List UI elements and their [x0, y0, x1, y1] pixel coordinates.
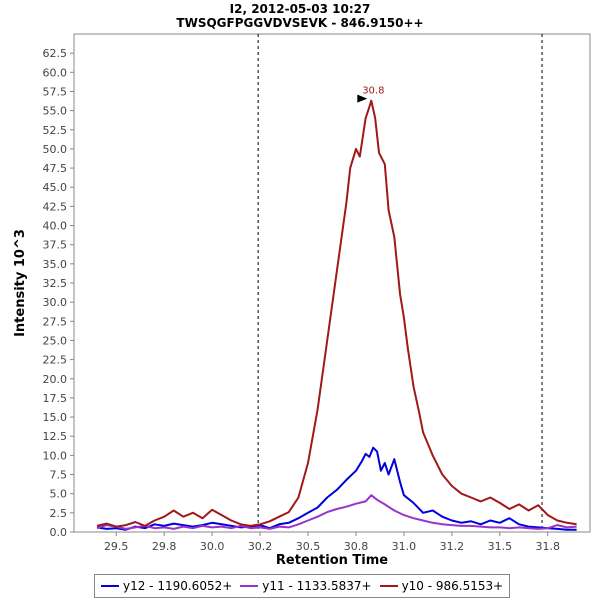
- plot-area: 0.0 2.5 5.0 7.5 10.0 12.5 15.0 17.5 20.0 22.5 25.0…: [43, 33, 591, 553]
- y-tick-label: 27.5: [43, 315, 68, 328]
- y-tick-label: 32.5: [43, 277, 68, 290]
- y-tick-label: 42.5: [43, 200, 68, 213]
- y-tick-label: 15.0: [43, 411, 68, 424]
- y-tick-label: 22.5: [43, 354, 68, 367]
- legend-label: y12 - 1190.6052+: [123, 579, 233, 593]
- x-axis: 29.5 29.8 30.0 30.2 30.5 30.8 31.0 31.2 31.5 31.8: [104, 532, 560, 553]
- y-tick-label: 12.5: [43, 430, 68, 443]
- legend-swatch: [240, 585, 259, 587]
- x-tick-label: 31.5: [488, 540, 513, 553]
- x-tick-label: 31.2: [440, 540, 465, 553]
- y-tick-label: 17.5: [43, 392, 68, 405]
- x-axis-title: Retention Time: [276, 553, 388, 568]
- series-line-y11: [96, 494, 577, 530]
- x-tick-label: 31.8: [536, 540, 561, 553]
- y-tick-label: 57.5: [43, 85, 68, 98]
- peak-annotation: 30.8: [357, 86, 384, 103]
- x-tick-label: 30.2: [248, 540, 273, 553]
- y-tick-label: 10.0: [43, 449, 68, 462]
- legend-item: y12 - 1190.6052+: [101, 579, 232, 593]
- y-tick-label: 30.0: [43, 296, 68, 309]
- legend-item: y11 - 1133.5837+: [240, 579, 372, 593]
- series-line-y10: [96, 99, 577, 528]
- y-tick-label: 35.0: [43, 258, 68, 271]
- y-tick-label: 20.0: [43, 373, 68, 386]
- chart-subtitle: TWSQGFPGGVDVSEVK - 846.9150++: [176, 16, 423, 30]
- y-tick-label: 7.5: [50, 469, 68, 482]
- legend-swatch: [101, 585, 119, 587]
- y-tick-label: 0.0: [50, 526, 68, 539]
- legend-label: y11 - 1133.5837+: [262, 579, 372, 593]
- x-tick-label: 30.0: [200, 540, 225, 553]
- legend-label: y10 - 986.5153+: [401, 579, 504, 593]
- y-tick-label: 2.5: [50, 507, 68, 520]
- y-tick-label: 55.0: [43, 105, 68, 118]
- legend: y12 - 1190.6052+ y11 - 1133.5837+ y10 - 98…: [94, 574, 511, 598]
- integration-bounds: [257, 34, 543, 532]
- series-line-y12: [96, 446, 577, 531]
- y-tick-label: 60.0: [43, 66, 68, 79]
- x-tick-label: 29.8: [152, 540, 177, 553]
- peak-label: 30.8: [362, 86, 384, 97]
- peak-marker-icon: [357, 94, 368, 103]
- legend-swatch: [379, 585, 398, 587]
- y-tick-label: 25.0: [43, 334, 68, 347]
- x-tick-label: 30.8: [344, 540, 369, 553]
- x-tick-label: 31.0: [392, 540, 417, 553]
- y-tick-label: 62.5: [43, 47, 68, 60]
- y-axis-title: Intensity 10^3: [13, 229, 28, 337]
- y-tick-label: 47.5: [43, 162, 68, 175]
- y-axis: 0.0 2.5 5.0 7.5 10.0 12.5 15.0 17.5 20.0 22.5 25.0…: [43, 47, 74, 539]
- y-tick-label: 52.5: [43, 124, 68, 137]
- x-tick-label: 30.5: [296, 540, 321, 553]
- x-tick-label: 29.5: [104, 540, 129, 553]
- legend-item: y10 - 986.5153+: [379, 579, 504, 593]
- plot-frame: [73, 33, 591, 533]
- y-tick-label: 5.0: [50, 488, 68, 501]
- y-tick-label: 45.0: [43, 181, 68, 194]
- series-lines: [96, 99, 577, 531]
- chart-title: I2, 2012-05-03 10:27: [230, 2, 371, 16]
- y-tick-label: 50.0: [43, 143, 68, 156]
- y-tick-label: 40.0: [43, 220, 68, 233]
- y-tick-label: 37.5: [43, 239, 68, 252]
